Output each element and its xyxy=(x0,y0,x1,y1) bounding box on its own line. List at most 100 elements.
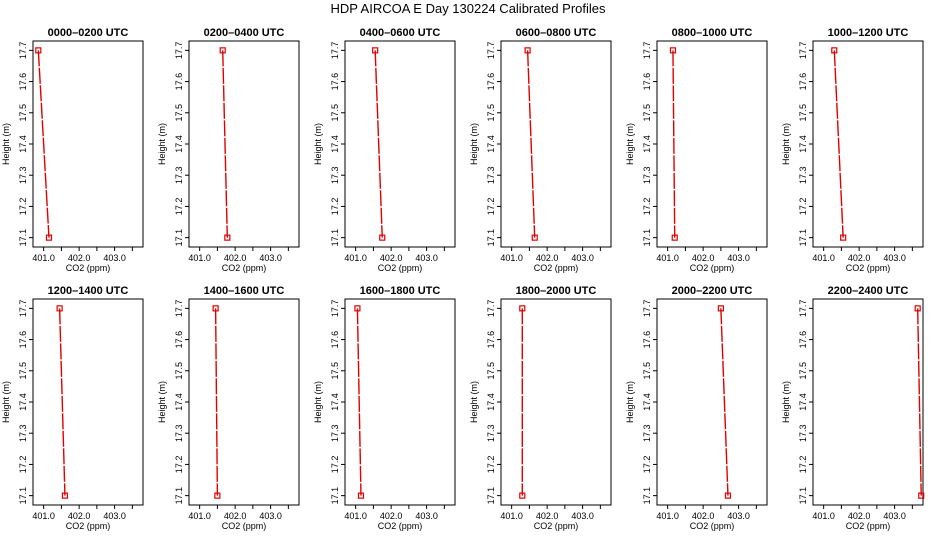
y-tick-label: 17.4 xyxy=(486,393,496,411)
y-tick-label: 17.1 xyxy=(642,487,652,505)
x-tick-label: 402.0 xyxy=(224,511,247,521)
panel-2: 0200–0400 UTC 401.0 402.0 403.0 17.1 17.2 17.3… xyxy=(157,27,300,273)
panel-5: 0800–1000 UTC 401.0 402.0 403.0 17.1 17.2 17.3… xyxy=(625,27,768,273)
y-tick-label: 17.7 xyxy=(798,42,808,60)
y-tick-label: 17.7 xyxy=(642,42,652,60)
x-axis-label: CO2 (ppm) xyxy=(690,263,735,273)
x-tick-label: 402.0 xyxy=(848,511,871,521)
x-tick-label: 403.0 xyxy=(883,253,906,263)
x-tick-label: 401.0 xyxy=(32,253,55,263)
y-tick-label: 17.5 xyxy=(174,362,184,380)
y-tick-label: 17.6 xyxy=(798,331,808,349)
y-tick-label: 17.2 xyxy=(486,198,496,216)
y-tick-label: 17.2 xyxy=(18,456,28,474)
y-tick-label: 17.6 xyxy=(18,331,28,349)
y-tick-label: 17.2 xyxy=(18,198,28,216)
x-axis-label: CO2 (ppm) xyxy=(66,263,111,273)
y-tick-label: 17.7 xyxy=(486,300,496,318)
x-tick-label: 402.0 xyxy=(848,253,871,263)
y-tick-label: 17.2 xyxy=(486,456,496,474)
x-tick-label: 403.0 xyxy=(259,511,282,521)
y-tick-label: 17.5 xyxy=(798,362,808,380)
y-tick-label: 17.3 xyxy=(798,424,808,442)
y-tick-label: 17.6 xyxy=(18,73,28,91)
x-tick-label: 401.0 xyxy=(812,253,835,263)
profile-point xyxy=(671,234,678,241)
y-axis-label: Height (m) xyxy=(1,123,11,165)
profile-point xyxy=(357,492,365,499)
y-tick-label: 17.1 xyxy=(330,487,340,505)
y-tick-label: 17.2 xyxy=(798,456,808,474)
plot-frame xyxy=(344,298,456,506)
x-tick-label: 401.0 xyxy=(32,511,55,521)
x-tick-label: 403.0 xyxy=(415,511,438,521)
y-tick-label: 17.3 xyxy=(18,166,28,184)
panel-title: 1800–2000 UTC xyxy=(516,285,597,297)
x-tick-label: 402.0 xyxy=(380,253,403,263)
panel-7: 1200–1400 UTC 401.0 402.0 403.0 17.1 17.2 17.3… xyxy=(1,285,144,531)
y-axis-label: Height (m) xyxy=(781,123,791,165)
y-axis-label: Height (m) xyxy=(1,381,11,423)
plot-frame xyxy=(812,298,924,506)
x-axis-label: CO2 (ppm) xyxy=(378,263,423,273)
profile-point xyxy=(524,47,531,54)
profile-point xyxy=(840,234,847,241)
profile-point xyxy=(224,234,231,241)
y-tick-label: 17.7 xyxy=(174,300,184,318)
panel-title: 0400–0600 UTC xyxy=(360,27,441,39)
panel-8: 1400–1600 UTC 401.0 402.0 403.0 17.1 17.2 17.3… xyxy=(157,285,300,531)
y-tick-label: 17.3 xyxy=(174,424,184,442)
y-tick-label: 17.2 xyxy=(330,198,340,216)
x-tick-label: 401.0 xyxy=(500,253,523,263)
y-tick-label: 17.1 xyxy=(174,229,184,247)
panel-6: 1000–1200 UTC 401.0 402.0 403.0 17.1 17.2 17.3… xyxy=(781,27,924,273)
y-tick-label: 17.5 xyxy=(18,104,28,122)
y-tick-label: 17.3 xyxy=(486,424,496,442)
y-tick-label: 17.2 xyxy=(330,456,340,474)
x-axis-label: CO2 (ppm) xyxy=(534,521,579,531)
y-tick-label: 17.7 xyxy=(642,300,652,318)
plot-frame xyxy=(500,40,612,248)
y-tick-label: 17.4 xyxy=(642,393,652,411)
y-tick-label: 17.1 xyxy=(330,229,340,247)
profile-point xyxy=(56,305,63,312)
y-tick-label: 17.3 xyxy=(642,424,652,442)
profile-line xyxy=(214,308,219,496)
y-axis-label: Height (m) xyxy=(781,381,791,423)
x-tick-label: 403.0 xyxy=(259,253,282,263)
y-tick-label: 17.3 xyxy=(174,166,184,184)
y-tick-label: 17.5 xyxy=(330,104,340,122)
x-tick-label: 402.0 xyxy=(536,253,559,263)
panel-title: 0200–0400 UTC xyxy=(204,27,285,39)
profile-line xyxy=(58,308,66,496)
y-tick-label: 17.7 xyxy=(174,42,184,60)
y-tick-label: 17.7 xyxy=(486,42,496,60)
y-tick-label: 17.5 xyxy=(18,362,28,380)
x-axis-label: CO2 (ppm) xyxy=(846,521,891,531)
y-tick-label: 17.5 xyxy=(486,104,496,122)
y-axis-label: Height (m) xyxy=(469,381,479,423)
profile-point xyxy=(212,305,219,312)
y-tick-label: 17.6 xyxy=(798,73,808,91)
y-axis-label: Height (m) xyxy=(313,123,323,165)
y-tick-label: 17.6 xyxy=(330,331,340,349)
panel-title: 2200–2400 UTC xyxy=(828,285,909,297)
panel-title: 0600–0800 UTC xyxy=(516,27,597,39)
y-tick-label: 17.1 xyxy=(18,487,28,505)
y-tick-label: 17.7 xyxy=(330,300,340,318)
y-tick-label: 17.3 xyxy=(642,166,652,184)
x-tick-label: 401.0 xyxy=(188,253,211,263)
x-tick-label: 402.0 xyxy=(536,511,559,521)
y-tick-label: 17.5 xyxy=(642,362,652,380)
profile-point xyxy=(669,47,677,54)
y-tick-label: 17.1 xyxy=(798,229,808,247)
profile-point xyxy=(354,305,361,312)
profile-point xyxy=(219,47,226,54)
x-tick-label: 401.0 xyxy=(344,253,367,263)
x-axis-label: CO2 (ppm) xyxy=(378,521,423,531)
plot-frame xyxy=(812,40,924,248)
x-axis-label: CO2 (ppm) xyxy=(846,263,891,273)
y-tick-label: 17.6 xyxy=(642,73,652,91)
y-tick-label: 17.4 xyxy=(174,135,184,153)
y-tick-label: 17.4 xyxy=(798,135,808,153)
